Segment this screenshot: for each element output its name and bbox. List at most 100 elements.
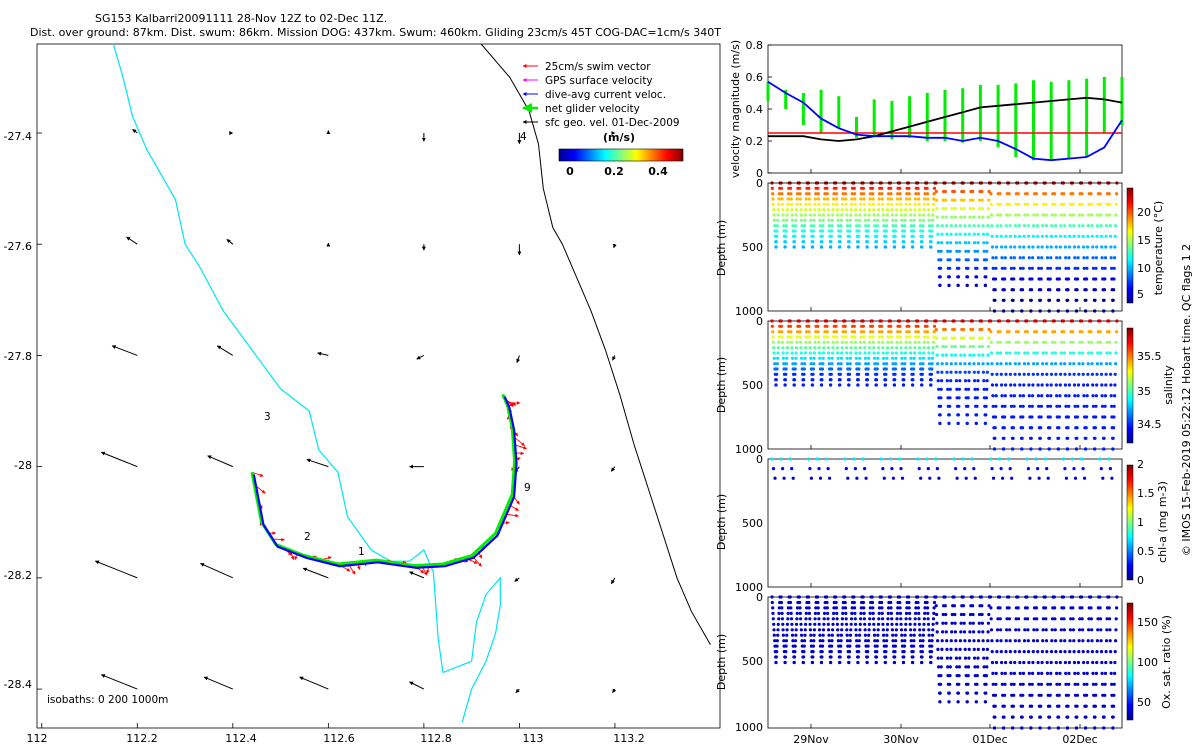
dotsO-pt-736 [1027, 639, 1030, 642]
dotsO-pt-635 [995, 650, 998, 653]
dotsO-pt-264 [862, 606, 865, 609]
dotsT-pt-725 [1021, 299, 1024, 302]
dotsO-pt-597 [975, 700, 978, 703]
dotsT-pt-494 [943, 181, 946, 184]
dotsT-pt-658 [999, 224, 1002, 227]
dotsO-pt-260 [862, 595, 865, 598]
dotsO-pt-532 [955, 648, 958, 651]
dotsO-pt-842 [1063, 650, 1066, 653]
dotsO-pt-444 [926, 601, 929, 604]
dotsS-pt-374 [900, 346, 903, 349]
dotsO-pt-297 [877, 623, 880, 626]
dotsC-pt-6 [789, 457, 792, 460]
dotsT-pt-480 [936, 233, 939, 236]
dotsT-pt-661 [1004, 235, 1007, 238]
dotsT-pt-51 [784, 245, 787, 248]
dotsS-pt-450 [927, 341, 930, 344]
dotsT-pt-808 [1053, 192, 1056, 195]
dotsS-pt-192 [836, 346, 839, 349]
dotsT-pt-583 [977, 224, 980, 227]
dotsO-pt-973 [1114, 650, 1117, 653]
dotsT-pt-437 [921, 235, 924, 238]
dotsS-pt-125 [812, 373, 815, 376]
dotsS-pt-820 [1055, 394, 1058, 397]
dotsT-pt-241 [859, 197, 862, 200]
dotsS-pt-439 [920, 378, 923, 381]
dotsS-pt-736 [1027, 362, 1030, 365]
dotsT-pt-647 [993, 299, 996, 302]
dotsT-pt-21 [775, 235, 778, 238]
dotsO-pt-533 [959, 648, 962, 651]
dotsO-pt-231 [848, 655, 851, 658]
dotsT-pt-229 [848, 235, 851, 238]
dotsC-pt-60 [1007, 457, 1010, 460]
dotsT-pt-459 [931, 224, 934, 227]
time-tick-01dec: 01Dec [972, 733, 1007, 746]
dotsO-pt-92 [800, 634, 803, 637]
dotsS-pt-765 [1041, 373, 1044, 376]
dotsS-pt-973 [1114, 373, 1117, 376]
dotsO-pt-563 [967, 665, 970, 668]
dotsO-pt-184 [835, 601, 838, 604]
dotsT-pt-919 [1096, 224, 1099, 227]
dotsS-pt-43 [785, 362, 788, 365]
dotsO-pt-468 [934, 595, 937, 598]
dotsS-pt-710 [1018, 362, 1021, 365]
dotsT-pt-285 [866, 245, 869, 248]
dotsT-pt-604 [981, 207, 984, 210]
dotsO-pt-381 [903, 639, 906, 642]
dotsT-pt-959 [1103, 299, 1106, 302]
dotsO-pt-0 [770, 595, 773, 598]
dotsO-pt-12 [772, 628, 775, 631]
dotsO-pt-241 [859, 612, 862, 615]
dotsC-pt-18 [843, 457, 846, 460]
dotsO-pt-257 [857, 655, 860, 658]
dotsS-pt-190 [836, 341, 839, 344]
ox-depth-tick-0: 0 [756, 591, 763, 604]
dotsO-pt-376 [900, 628, 903, 631]
dotsO-pt-862 [1072, 617, 1075, 620]
dotsO-pt-520 [953, 595, 956, 598]
dotsS-pt-782 [1044, 330, 1047, 333]
dotsO-pt-307 [875, 650, 878, 653]
dotsC-pt-38 [919, 477, 922, 480]
dotsT-pt-448 [926, 197, 929, 200]
dotsS-pt-553 [969, 345, 972, 348]
dotsT-pt-472 [935, 199, 938, 202]
dotsS-pt-699 [1012, 437, 1015, 440]
dotsO-pt-940 [1099, 617, 1102, 620]
dotsT-pt-134 [817, 192, 820, 195]
dotsS-pt-45 [785, 367, 788, 370]
dotsO-pt-394 [908, 606, 911, 609]
dotsO-pt-751 [1030, 716, 1033, 719]
dotsS-pt-615 [985, 388, 988, 391]
dotsT-pt-192 [836, 208, 839, 211]
dotsC-pt-15 [825, 457, 828, 460]
dotsT-pt-300 [873, 219, 876, 222]
dotsS-pt-217 [850, 341, 853, 344]
dotsO-pt-163 [832, 612, 835, 615]
dotsS-pt-967 [1115, 341, 1118, 344]
dotsO-pt-530 [954, 639, 957, 642]
dotsS-pt-475 [941, 345, 944, 348]
legend-sfc: sfc geo. vel. 01-Dec-2009 [545, 117, 680, 129]
dotsS-pt-728 [1025, 319, 1028, 322]
dotsS-pt-569 [966, 413, 969, 416]
dotsO-pt-97 [803, 645, 806, 648]
dotsS-pt-231 [848, 378, 851, 381]
dotsT-pt-392 [907, 187, 910, 190]
dotsT-pt-923 [1095, 245, 1098, 248]
dotsT-pt-782 [1044, 192, 1047, 195]
dotsT-pt-101 [802, 240, 805, 243]
dotsT-pt-127 [811, 240, 814, 243]
dotsS-pt-40 [782, 357, 785, 360]
dotsT-pt-63 [795, 208, 798, 211]
dotsO-pt-370 [899, 612, 902, 615]
vel-tick-0-2: 0.2 [746, 135, 764, 148]
dotsS-pt-561 [967, 379, 970, 382]
dotsT-pt-742 [1028, 256, 1031, 259]
dotsS-pt-37 [786, 346, 789, 349]
dotsO-pt-963 [1115, 595, 1118, 598]
dotsS-pt-273 [868, 351, 871, 354]
